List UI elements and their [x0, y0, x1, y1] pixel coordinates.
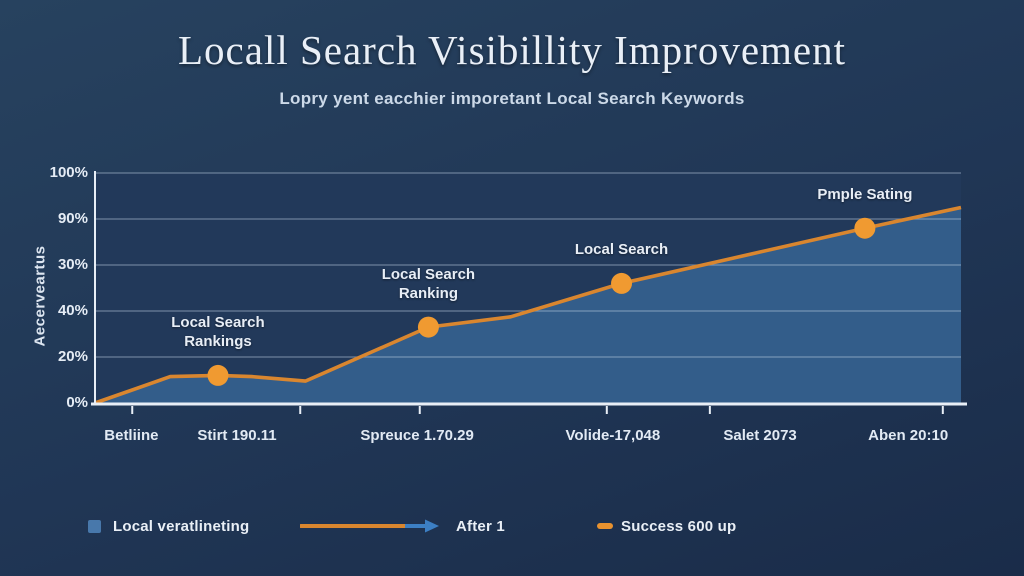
page-title: Locall Search Visibillity Improvement	[178, 27, 846, 73]
y-tick-label: 0%	[66, 394, 88, 411]
data-point-label: Local Search Rankings	[123, 313, 313, 351]
data-point-label: Local Search	[527, 240, 717, 259]
y-tick-label: 90%	[57, 210, 88, 227]
y-tick-label: 20%	[57, 348, 88, 365]
page-subtitle: Lopry yent eacchier imporetant Local Sea…	[279, 89, 745, 108]
legend-label: Local veratlineting	[113, 517, 250, 535]
legend-blue-square-swatch	[88, 519, 101, 533]
x-axis-label: Aben 20:10	[868, 427, 949, 444]
annotation-line: Pmple Sating	[817, 186, 913, 204]
annotation-line: Rankings	[184, 333, 252, 351]
x-axis-label: Stirt 190.11	[197, 427, 277, 444]
data-point-dot	[207, 364, 229, 386]
y-tick-label: 100%	[49, 164, 88, 181]
annotation-line: Local Search	[574, 241, 669, 259]
legend-item-series: Local veratlineting	[88, 510, 249, 542]
legend: Local veratlineting After 1 Success 600 …	[0, 510, 1024, 542]
annotation-line: Local Search	[171, 314, 265, 332]
data-point-label: Pmple Sating	[770, 185, 960, 204]
x-axis-label: Volide-17,048	[565, 427, 661, 444]
x-axis-label: Spreuce 1.70.29	[360, 427, 474, 444]
y-tick-label: 40%	[57, 302, 88, 319]
legend-item-success: Success 600 up	[597, 510, 736, 542]
annotation-line: Ranking	[398, 285, 458, 303]
data-point-dot	[417, 316, 439, 338]
annotation-line: Local Search	[381, 266, 476, 284]
legend-orange-dash-swatch	[597, 523, 613, 529]
data-point-label: Local Search Ranking	[333, 265, 523, 303]
data-point-dot	[611, 272, 633, 294]
legend-item-after: After 1	[300, 510, 505, 542]
data-point-dot	[854, 217, 876, 239]
x-axis-label: Salet 2073	[723, 427, 797, 444]
legend-label: Success 600 up	[621, 517, 737, 535]
legend-label: After 1	[456, 517, 505, 535]
y-tick-label: 30%	[57, 256, 88, 273]
legend-arrow-icon	[300, 519, 439, 533]
y-axis-title: Aecerveartus	[31, 245, 49, 347]
x-axis-label: Betliine	[104, 427, 159, 444]
